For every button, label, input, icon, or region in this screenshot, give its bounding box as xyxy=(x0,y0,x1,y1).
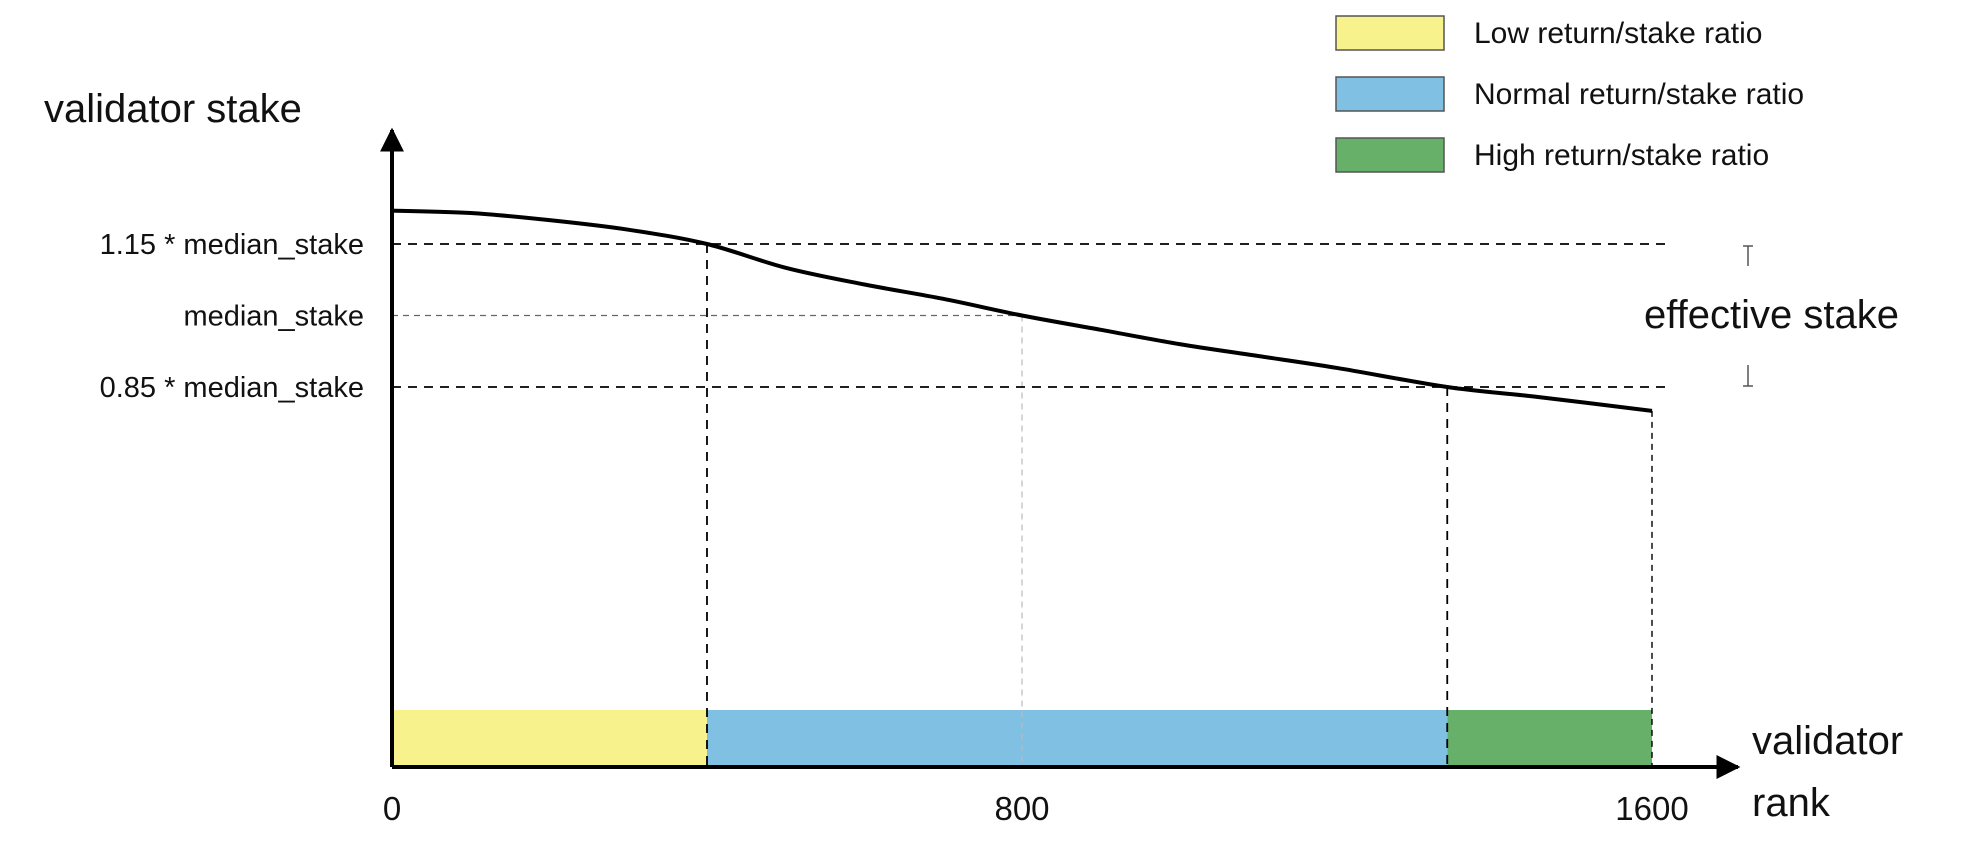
y-label-lower: 0.85 * median_stake xyxy=(100,372,364,404)
band-low xyxy=(392,710,707,767)
band-normal xyxy=(707,710,1448,767)
y-axis-title: validator stake xyxy=(44,87,302,131)
legend-label-0: Low return/stake ratio xyxy=(1474,17,1762,50)
y-label-median: median_stake xyxy=(183,301,364,333)
x-tick-800: 800 xyxy=(994,790,1049,827)
x-tick-0: 0 xyxy=(383,790,401,827)
legend-swatch-2 xyxy=(1335,137,1445,173)
legend-label-1: Normal return/stake ratio xyxy=(1474,78,1804,111)
band-high xyxy=(1447,710,1652,767)
x-axis-title-line1: validator xyxy=(1752,719,1903,763)
x-tick-1600: 1600 xyxy=(1615,790,1688,827)
stake-curve xyxy=(391,208,1653,413)
legend-swatch-1 xyxy=(1335,76,1445,112)
y-label-upper: 1.15 * median_stake xyxy=(100,229,364,261)
legend-swatch-0 xyxy=(1335,15,1445,51)
effective-stake-label: effective stake xyxy=(1644,293,1899,337)
x-axis-title-line2: rank xyxy=(1752,781,1831,825)
legend-label-2: High return/stake ratio xyxy=(1474,139,1769,172)
